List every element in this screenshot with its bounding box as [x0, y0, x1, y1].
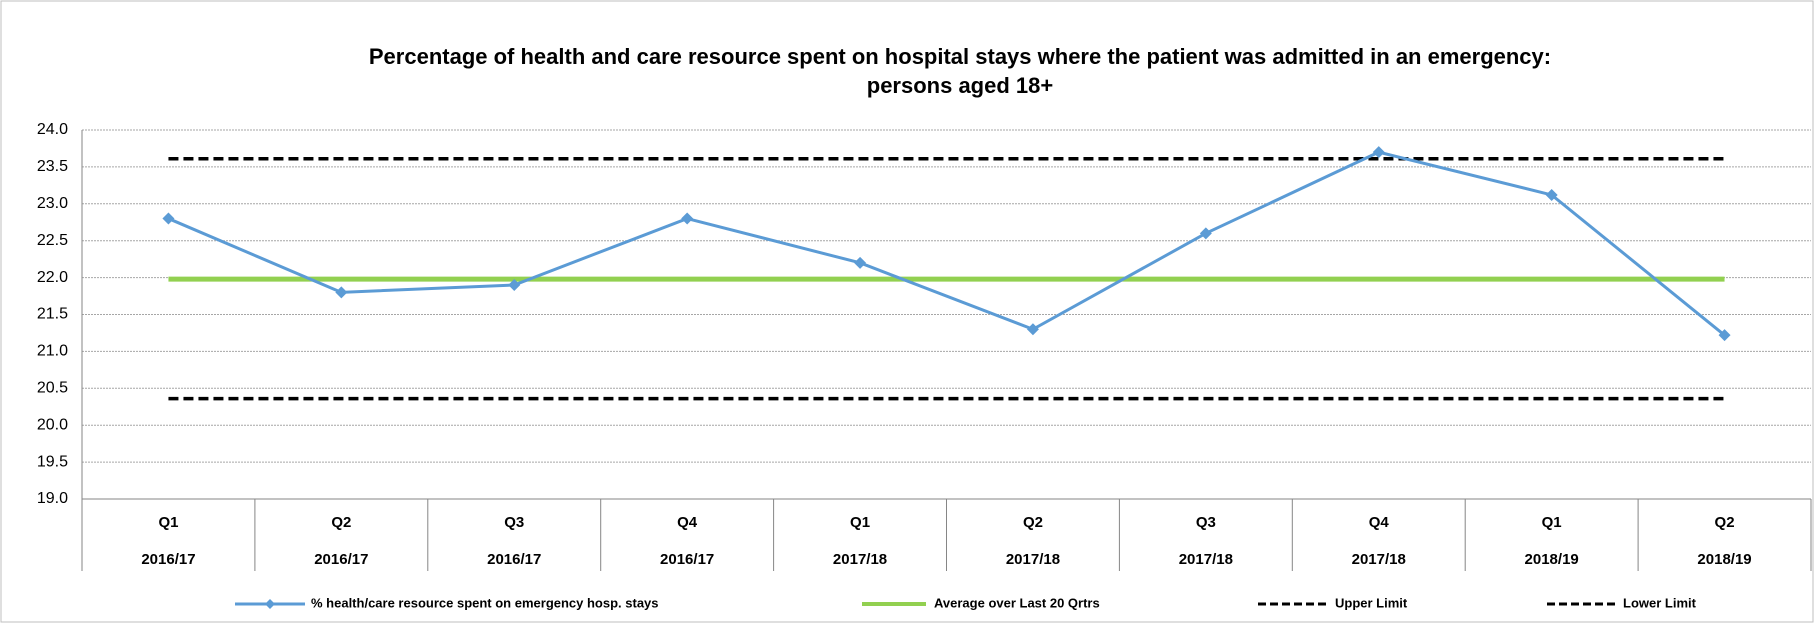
y-tick-label: 23.5 [37, 158, 68, 175]
x-tick-label: Q1 [850, 514, 870, 531]
legend-label: Upper Limit [1335, 595, 1408, 610]
y-tick-label: 19.0 [37, 490, 68, 507]
y-tick-label: 20.0 [37, 416, 68, 433]
x-tick-label: Q3 [1196, 514, 1216, 531]
y-tick-label: 20.5 [37, 380, 68, 397]
x-tick-label: 2016/17 [314, 551, 368, 568]
x-tick-label: 2016/17 [141, 551, 195, 568]
x-tick-label: Q2 [331, 514, 351, 531]
x-tick-label: 2016/17 [487, 551, 541, 568]
y-tick-label: 21.5 [37, 306, 68, 323]
data-point [1372, 146, 1385, 159]
data-point [1545, 188, 1558, 201]
x-tick-label: Q2 [1023, 514, 1043, 531]
y-tick-label: 21.0 [37, 343, 68, 360]
series-line [167, 150, 1726, 337]
x-tick-label: Q3 [504, 514, 524, 531]
x-tick-label: 2018/19 [1525, 551, 1579, 568]
data-point [1026, 323, 1039, 336]
legend-label: Lower Limit [1623, 595, 1697, 610]
data-point [508, 278, 521, 291]
y-tick-label: 23.0 [37, 195, 68, 212]
legend-marker [265, 599, 275, 609]
legend-label: Average over Last 20 Qrtrs [934, 595, 1100, 610]
x-tick-label: Q2 [1715, 514, 1735, 531]
data-point [162, 212, 175, 225]
x-tick-label: 2017/18 [1006, 551, 1060, 568]
x-tick-label: 2016/17 [660, 551, 714, 568]
x-tick-label: 2018/19 [1697, 551, 1751, 568]
data-point [335, 286, 348, 299]
y-tick-label: 24.0 [37, 121, 68, 138]
legend-label: % health/care resource spent on emergenc… [311, 595, 659, 610]
chart-title: Percentage of health and care resource s… [369, 44, 1551, 69]
x-tick-label: 2017/18 [1352, 551, 1406, 568]
data-point [1199, 227, 1212, 240]
chart-title: persons aged 18+ [867, 73, 1053, 98]
x-tick-label: Q4 [677, 514, 698, 531]
data-point [681, 212, 694, 225]
data-point [854, 256, 867, 269]
x-tick-label: Q1 [1542, 514, 1562, 531]
x-tick-label: 2017/18 [833, 551, 887, 568]
data-point [1718, 329, 1731, 342]
x-tick-label: 2017/18 [1179, 551, 1233, 568]
y-tick-label: 22.0 [37, 269, 68, 286]
x-tick-label: Q4 [1369, 514, 1390, 531]
y-tick-label: 19.5 [37, 453, 68, 470]
x-tick-label: Q1 [158, 514, 178, 531]
y-tick-label: 22.5 [37, 232, 68, 249]
